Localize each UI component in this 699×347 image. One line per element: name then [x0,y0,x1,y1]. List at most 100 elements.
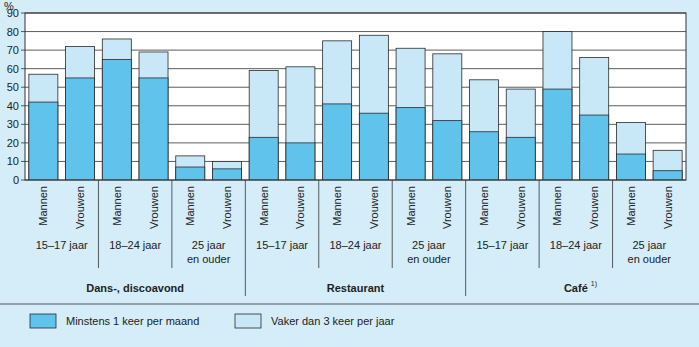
legend-swatch [235,314,261,328]
tick-label: 40 [7,100,19,112]
bar [323,104,352,180]
group-label: 15–17 jaar [476,239,528,251]
bar [249,71,278,180]
group-label-line: 15–17 jaar [476,239,528,251]
tick-label: 30 [7,118,19,130]
bar [543,89,572,180]
bar [212,169,241,180]
tick [21,142,25,143]
bar [359,113,388,180]
tick-label: 70 [7,44,19,56]
bar [433,121,462,180]
super-group-label: Restaurant [327,282,385,294]
group-label: 25 jaar en ouder [407,239,451,265]
note-marker: 1) [591,280,597,288]
bar [580,58,609,180]
super-group-label: Café [564,282,588,294]
axis-label: % [4,0,14,12]
category-label: Mannen [551,186,563,226]
category-label: Mannen [184,186,196,226]
tick-label: 20 [7,137,19,149]
category-label: Vrouwen [368,186,380,229]
bar [506,89,535,180]
tick [21,13,25,14]
separator [0,304,699,305]
plot-area [25,13,686,180]
tick [21,161,25,162]
chart: 0102030405060708090%MannenVrouwenMannenV… [0,0,699,347]
category-label: Mannen [625,186,637,226]
tick [21,31,25,32]
bar [653,171,682,180]
category-label: Mannen [331,186,343,226]
group-label-line: 25 jaar [412,239,446,251]
tick [21,124,25,125]
group-label-line: 15–17 jaar [256,239,308,251]
divider [245,180,246,296]
bar [543,32,572,180]
bar [139,78,168,180]
bar [616,122,645,180]
bar [396,48,425,180]
bar [29,102,58,180]
group-label: 18–24 jaar [550,239,602,251]
bar [433,54,462,180]
group-label-line: en ouder [628,253,672,265]
divider [318,180,319,268]
category-label: Mannen [111,186,123,226]
bar [29,74,58,180]
tick [21,105,25,106]
tick-label: 80 [7,26,19,38]
bar [286,143,315,180]
category-label: Mannen [37,186,49,226]
bars [29,32,682,180]
category-label: Vrouwen [294,186,306,229]
bar [286,67,315,180]
group-label-line: 25 jaar [192,239,226,251]
bar [653,150,682,180]
tick-label: 60 [7,63,19,75]
divider [392,180,393,268]
group-label-line: en ouder [187,253,231,265]
bar [359,35,388,180]
tick-label: 50 [7,81,19,93]
grid-line [25,31,686,32]
bar [66,46,95,180]
group-label: 25 jaar en ouder [187,239,231,265]
bar [176,167,205,180]
tick [21,87,25,88]
legend-swatch [30,314,56,328]
group-label-line: 15–17 jaar [36,239,88,251]
bar [580,115,609,180]
group-label: 25 jaar en ouder [628,239,672,265]
legend-label: Vaker dan 3 keer per jaar [271,315,395,327]
divider [465,180,466,296]
category-label: Vrouwen [515,186,527,229]
bar [139,52,168,180]
group-label: 18–24 jaar [109,239,161,251]
bar [212,161,241,180]
divider [612,180,613,268]
category-label: Vrouwen [588,186,600,229]
bar [102,59,131,180]
bar [396,108,425,180]
group-label-line: 25 jaar [632,239,666,251]
divider [98,180,99,268]
category-label: Vrouwen [662,186,674,229]
background [0,0,699,347]
tick-label: 10 [7,155,19,167]
group-label: 15–17 jaar [36,239,88,251]
bar [506,137,535,180]
tick [21,50,25,51]
category-label: Vrouwen [441,186,453,229]
category-label: Vrouwen [74,186,86,229]
divider [539,180,540,268]
divider [171,180,172,268]
super-group-label: Dans-, discoavond [86,282,184,294]
category-label: Vrouwen [148,186,160,229]
tick-label: 0 [13,174,19,186]
plot-frame [25,13,686,180]
bar [323,41,352,180]
bar [470,80,499,180]
group-label-line: en ouder [407,253,451,265]
